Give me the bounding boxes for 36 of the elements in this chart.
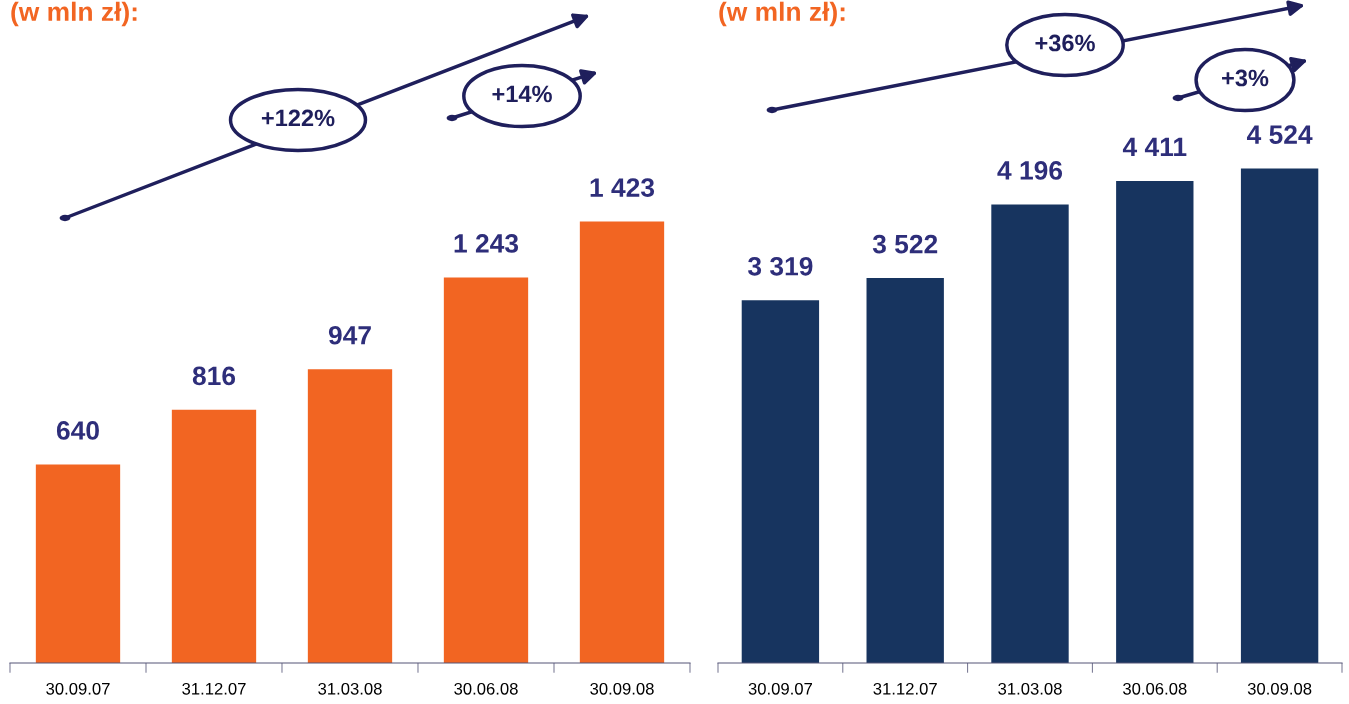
x-tick-label: 30.09.07 [46, 682, 110, 695]
bar [171, 409, 257, 663]
x-tick-label: 30.06.08 [1123, 682, 1187, 695]
bar [1116, 180, 1194, 663]
text: +14% [492, 85, 552, 103]
data-label: 3 522 [872, 234, 938, 254]
data-label: 3 319 [747, 256, 813, 276]
bar [307, 369, 393, 663]
x-tick-label: 31.12.07 [873, 682, 937, 695]
chart-title: (w mln zł): [11, 1, 137, 27]
data-label: 4 524 [1246, 125, 1313, 144]
data-label: 1 243 [454, 234, 519, 253]
data-label: 816 [192, 366, 236, 386]
x-tick-label: 30.09.08 [1247, 682, 1312, 695]
x-tick-label: 30.09.08 [590, 682, 654, 695]
bar [741, 300, 820, 663]
x-tick-label: 30.06.08 [454, 682, 518, 695]
text: +36% [1035, 34, 1095, 52]
data-label: 4 411 [1122, 137, 1187, 157]
data-label: 947 [328, 325, 371, 345]
x-tick-label: 31.03.08 [318, 682, 382, 695]
x-tick-label: 31.12.07 [182, 682, 246, 695]
bar [35, 464, 121, 663]
text: +122% [261, 109, 335, 127]
bar [991, 204, 1069, 663]
chart-title: (w mln zł): [719, 1, 845, 27]
data-label: 1 423 [590, 178, 655, 197]
bar [1240, 168, 1319, 663]
bar [443, 277, 529, 663]
bar [579, 221, 665, 663]
x-tick-label: 30.09.07 [748, 682, 812, 695]
x-tick-label: 31.03.08 [998, 682, 1062, 695]
data-label: 4 196 [997, 161, 1063, 180]
text: +3% [1222, 69, 1269, 87]
bar [866, 278, 944, 663]
data-label: 640 [56, 421, 99, 440]
